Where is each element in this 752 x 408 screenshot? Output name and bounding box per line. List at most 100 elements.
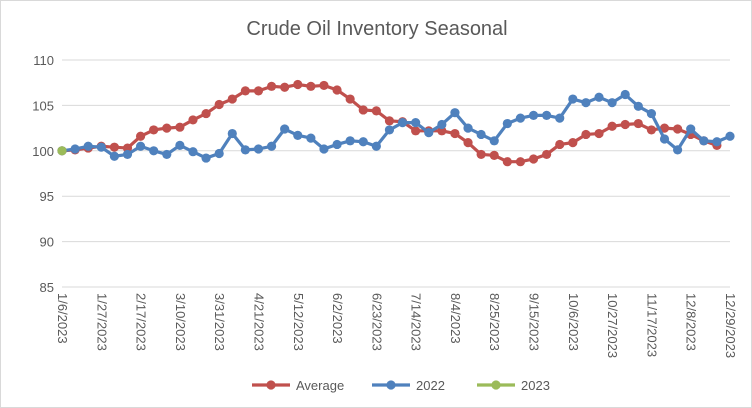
data-point-average bbox=[633, 118, 643, 129]
x-tick-label: 1/27/2023 bbox=[94, 293, 109, 351]
data-point-average bbox=[240, 86, 250, 96]
data-point-average bbox=[620, 119, 630, 130]
data-point-average bbox=[188, 115, 198, 125]
data-point-2022 bbox=[384, 125, 395, 135]
x-tick-label: 10/27/2023 bbox=[605, 293, 620, 358]
x-tick-label: 3/10/2023 bbox=[173, 293, 188, 351]
data-point-2022 bbox=[476, 129, 486, 140]
legend-label: Average bbox=[296, 378, 344, 393]
data-point-2022 bbox=[70, 144, 80, 154]
y-tick-label: 105 bbox=[32, 98, 54, 113]
data-point-average bbox=[332, 85, 342, 95]
data-point-2022 bbox=[450, 108, 460, 118]
data-point-2022 bbox=[515, 113, 526, 123]
data-point-2022 bbox=[659, 134, 670, 144]
y-tick-label: 85 bbox=[40, 280, 54, 295]
series-line-2022 bbox=[61, 92, 731, 160]
x-tick-label: 11/17/2023 bbox=[644, 293, 659, 357]
x-tick-label: 1/6/2023 bbox=[55, 293, 70, 344]
data-point-2022 bbox=[712, 137, 722, 147]
data-point-2022 bbox=[358, 137, 368, 147]
data-point-average bbox=[122, 143, 133, 153]
data-point-average bbox=[149, 125, 159, 135]
data-point-2022 bbox=[568, 94, 578, 104]
data-point-average bbox=[201, 108, 211, 119]
data-point-2022 bbox=[175, 140, 185, 150]
data-point-average bbox=[266, 81, 277, 91]
data-point-2022 bbox=[699, 136, 709, 146]
chart-title: Crude Oil Inventory Seasonal bbox=[246, 18, 507, 40]
x-tick-label: 7/14/2023 bbox=[409, 293, 424, 351]
data-point-2022 bbox=[253, 144, 264, 154]
data-point-2022 bbox=[397, 118, 408, 128]
data-point-2022 bbox=[620, 89, 630, 100]
data-point-average bbox=[581, 129, 591, 140]
data-point-2022 bbox=[162, 149, 172, 160]
data-point-average bbox=[659, 123, 670, 133]
data-point-average bbox=[109, 142, 119, 152]
data-point-2022 bbox=[607, 98, 617, 108]
data-point-2022 bbox=[306, 133, 316, 143]
data-point-2022 bbox=[371, 141, 381, 151]
data-point-2022 bbox=[135, 141, 146, 151]
data-point-average bbox=[253, 86, 264, 96]
data-point-2022 bbox=[594, 92, 604, 102]
legend: Average 2022 2023 bbox=[252, 378, 550, 393]
data-point-2022 bbox=[686, 124, 696, 134]
data-point-2022 bbox=[240, 145, 250, 155]
data-point-average bbox=[476, 149, 486, 160]
data-point-average bbox=[437, 126, 447, 136]
x-tick-label: 6/23/2023 bbox=[369, 293, 384, 351]
legend-marker bbox=[491, 380, 501, 390]
data-point-2022 bbox=[201, 153, 211, 163]
data-point-average bbox=[319, 80, 329, 91]
data-point-average bbox=[384, 116, 395, 126]
data-point-2022 bbox=[109, 151, 119, 161]
data-point-average bbox=[542, 149, 552, 160]
data-point-2022 bbox=[266, 141, 277, 151]
data-point-average bbox=[646, 125, 657, 135]
x-tick-label: 3/31/2023 bbox=[212, 293, 227, 351]
data-point-2022 bbox=[411, 118, 421, 128]
data-point-average bbox=[227, 94, 237, 104]
data-point-average bbox=[345, 94, 355, 104]
data-point-2022 bbox=[319, 144, 329, 154]
data-point-2022 bbox=[581, 98, 591, 108]
data-point-2022 bbox=[122, 149, 133, 160]
x-tick-label: 12/29/2023 bbox=[723, 293, 738, 358]
legend-label: 2022 bbox=[416, 378, 445, 393]
data-point-2022 bbox=[542, 110, 552, 120]
data-point-2022 bbox=[725, 131, 735, 141]
axis-layer: 85 90 95 100 105 110 1/6/2023 1/27/2023 2/17/202… bbox=[32, 53, 738, 358]
x-tick-label: 2/17/2023 bbox=[134, 293, 149, 351]
data-point-2023 bbox=[57, 146, 67, 156]
series-layer bbox=[57, 79, 735, 167]
data-point-average bbox=[293, 79, 303, 90]
x-tick-label: 5/12/2023 bbox=[291, 293, 306, 351]
data-point-average bbox=[568, 138, 578, 148]
x-tick-label: 6/2/2023 bbox=[330, 293, 345, 344]
data-point-average bbox=[175, 122, 185, 132]
data-point-2022 bbox=[96, 142, 106, 152]
y-tick-label: 100 bbox=[32, 144, 54, 159]
data-point-average bbox=[371, 106, 381, 116]
data-point-2022 bbox=[502, 118, 512, 129]
legend-marker bbox=[386, 380, 396, 390]
data-point-average bbox=[515, 157, 526, 167]
data-point-average bbox=[673, 124, 683, 134]
data-point-2022 bbox=[489, 136, 499, 146]
x-tick-label: 10/6/2023 bbox=[566, 293, 581, 351]
data-point-average bbox=[594, 128, 604, 139]
data-point-average bbox=[306, 81, 316, 91]
data-point-average bbox=[450, 128, 460, 139]
data-point-average bbox=[411, 126, 421, 136]
data-point-average bbox=[162, 123, 172, 133]
data-point-2022 bbox=[227, 128, 237, 139]
data-point-average bbox=[555, 139, 565, 150]
data-point-average bbox=[214, 99, 224, 110]
data-point-2022 bbox=[332, 139, 342, 150]
data-point-average bbox=[135, 131, 146, 141]
data-point-2022 bbox=[83, 141, 93, 151]
x-tick-label: 4/21/2023 bbox=[251, 293, 266, 351]
